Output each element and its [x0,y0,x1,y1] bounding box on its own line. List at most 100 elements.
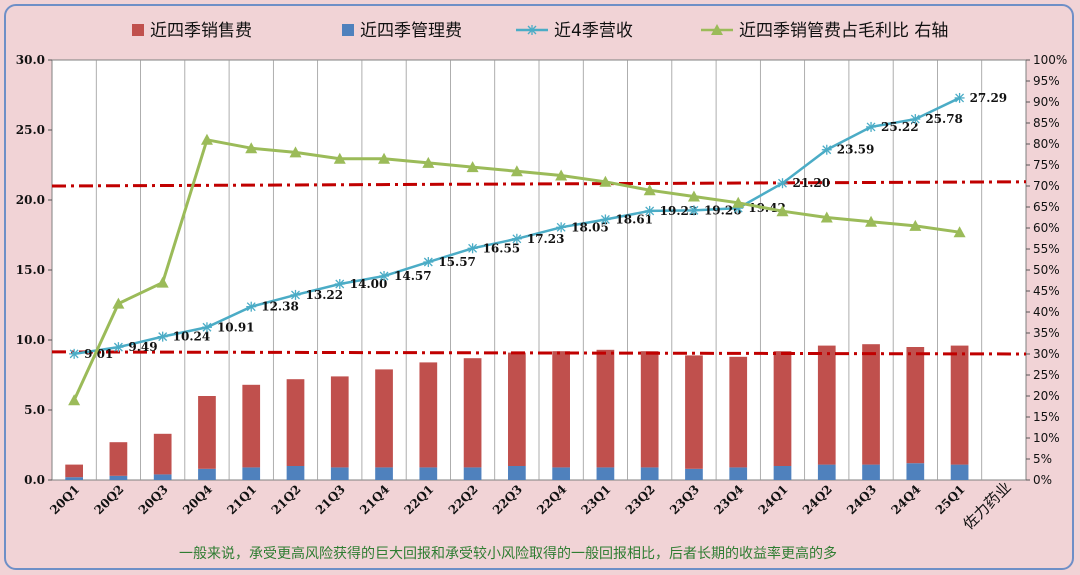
bar-sales-fee [950,345,969,465]
ratio-point [289,146,302,158]
ratio-point [599,175,612,187]
revenue-data-label: 19.22 [660,204,698,218]
bar-sales-fee [862,344,880,465]
revenue-point [334,279,345,289]
bar-management-fee [286,466,305,480]
ratio-point [555,169,568,181]
revenue-data-label: 16.55 [483,241,521,255]
revenue-data-label: 25.78 [925,112,963,126]
bar-management-fee [773,466,792,480]
bar-sales-fee [817,345,836,465]
ratio-point [378,152,391,164]
bar-sales-fee [242,384,261,468]
ratio-point [245,142,258,154]
legend-label: 近4季营收 [554,21,633,41]
revenue-point [866,121,877,132]
bar-sales-fee [65,464,83,478]
bar-sales-fee [330,376,349,468]
y-left-tick-label: 20.0 [16,193,45,207]
bar-management-fee [153,474,172,480]
revenue-data-label: 25.22 [881,120,919,134]
y-right-tick-label: 15% [1033,410,1060,424]
revenue-data-label: 23.59 [837,143,875,157]
y-right-tick-label: 25% [1033,368,1060,382]
x-tick-label: 24Q4 [888,482,923,517]
y-right-tick-label: 0% [1033,473,1052,487]
revenue-data-label: 10.91 [217,320,255,334]
y-right-tick-label: 50% [1033,263,1060,277]
legend-label: 近四季销售费 [150,21,252,41]
bar-sales-fee [906,347,925,464]
ratio-point [820,211,833,223]
legend-marker [711,24,723,35]
ratio-point [776,205,789,217]
revenue-point [290,289,301,300]
chart-note: 一般来说，承受更高风险获得的巨大回报和承受较小风险取得的一般回报相比，后者长期的… [179,545,837,562]
revenue-data-label: 19.26 [704,203,742,217]
ratio-point [687,190,700,202]
y-left-tick-label: 0.0 [24,473,45,487]
x-tick-label: 22Q4 [534,482,569,517]
ratio-point [68,394,81,406]
x-tick-label: 21Q3 [313,482,348,517]
x-tick-label: 23Q1 [579,482,614,517]
revenue-data-label: 9.49 [128,340,157,354]
revenue-point [423,257,434,268]
revenue-point [556,222,567,233]
bar-management-fee [375,467,393,480]
x-tick-label: 22Q1 [401,482,436,517]
ratio-point [200,133,213,145]
revenue-point [821,144,832,155]
bar-management-fee [729,467,748,480]
x-tick-label: 23Q4 [711,482,746,517]
bar-sales-fee [596,349,615,468]
y-right-tick-label: 5% [1033,452,1052,466]
bar-management-fee [640,467,659,480]
revenue-data-label: 18.05 [571,220,609,234]
legend-swatch [132,24,144,36]
x-tick-label: 20Q1 [47,482,82,517]
bar-management-fee [330,467,349,480]
bar-management-fee [552,467,570,480]
legend-label: 近四季销管费占毛利比 右轴 [739,21,948,41]
x-tick-label: 24Q3 [844,482,879,517]
bar-sales-fee [198,396,216,469]
x-tick-label: 23Q3 [667,482,702,517]
revenue-point [511,233,522,244]
x-tick-label: 20Q4 [180,482,215,517]
ratio-point [865,215,878,227]
revenue-point [467,243,478,254]
revenue-point [688,205,699,216]
revenue-data-label: 14.57 [394,269,432,283]
y-left-tick-label: 25.0 [16,123,45,137]
revenue-data-label: 9.01 [84,347,113,361]
bar-sales-fee [640,351,659,468]
y-right-tick-label: 80% [1033,137,1060,151]
revenue-data-label: 17.23 [527,232,565,246]
bar-management-fee [862,464,880,480]
y-right-tick-label: 45% [1033,284,1060,298]
y-right-tick-label: 35% [1033,326,1060,340]
revenue-point [157,331,168,342]
y-right-tick-label: 85% [1033,116,1060,130]
ratio-point [333,152,346,164]
revenue-point [113,342,124,353]
bar-sales-fee [773,351,792,466]
y-right-tick-label: 100% [1033,53,1067,67]
revenue-data-label: 21.20 [793,176,831,190]
revenue-data-label: 27.29 [970,91,1008,105]
reference-line [51,350,1027,356]
y-right-tick-label: 10% [1033,431,1060,445]
x-tick-label: 24Q2 [800,482,835,517]
y-right-tick-label: 30% [1033,347,1060,361]
revenue-data-label: 18.61 [615,212,653,226]
bar-management-fee [817,464,836,480]
bar-sales-fee [508,352,526,466]
legend-label: 近四季管理费 [360,21,462,41]
x-tick-label: 23Q2 [623,482,658,517]
ratio-point [732,196,745,208]
y-right-tick-label: 95% [1033,74,1060,88]
revenue-data-label: 13.22 [306,288,344,302]
revenue-point [69,348,80,359]
